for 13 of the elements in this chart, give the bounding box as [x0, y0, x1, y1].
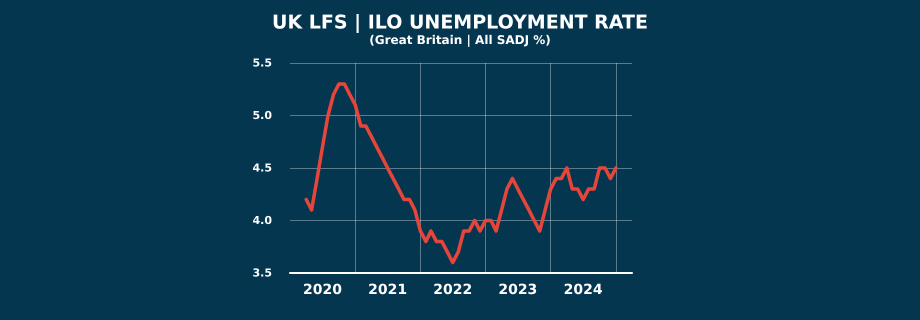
y-tick-label: 4.5 — [252, 162, 272, 174]
line-series — [304, 82, 618, 264]
x-tick-label: 2020 — [302, 282, 342, 298]
chart-title: UK LFS | ILO UNEMPLOYMENT RATE — [272, 12, 648, 34]
x-tick-label: 2024 — [564, 282, 603, 298]
x-tick-label: 2022 — [433, 282, 472, 298]
chart-subtitle: (Great Britain | All SADJ %) — [369, 33, 551, 47]
y-tick-label: 4.0 — [252, 214, 272, 227]
x-tick-label: 2021 — [368, 282, 408, 298]
x-tick-label: 2023 — [498, 282, 538, 298]
y-tick-label: 3.5 — [252, 266, 272, 280]
y-tick-label: 5.5 — [252, 56, 272, 70]
y-tick-label: 5.0 — [252, 109, 272, 122]
